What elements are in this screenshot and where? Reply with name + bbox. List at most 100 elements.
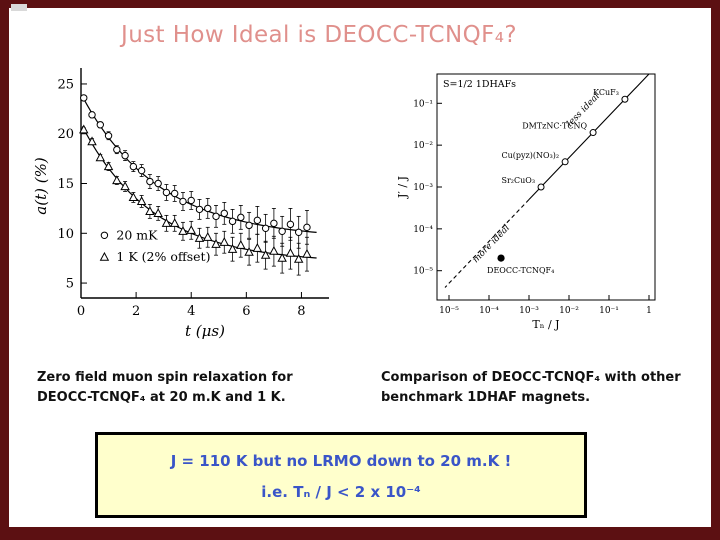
y-tick-label: 10⁻⁵ bbox=[413, 267, 433, 277]
data-point bbox=[194, 233, 205, 242]
y-tick-label: 5 bbox=[66, 277, 74, 292]
data-point bbox=[236, 239, 246, 249]
data-point bbox=[146, 177, 154, 186]
conclusion-line1: J = 110 K but no LRMO down to 20 m.K ! bbox=[170, 452, 512, 470]
conclusion-line2: i.e. Tₙ / J < 2 x 10⁻⁴ bbox=[261, 483, 421, 501]
y-tick-label: 10⁻³ bbox=[413, 183, 433, 193]
data-point bbox=[237, 213, 245, 222]
corner-mark bbox=[11, 4, 27, 11]
data-point bbox=[293, 253, 304, 263]
x-tick-label: 10⁻⁵ bbox=[439, 306, 459, 316]
data-point bbox=[112, 175, 122, 185]
data-point bbox=[260, 249, 271, 259]
muon-relaxation-figure: 5 10 15 20 25 0 2 4 6 8 t (μs) a(t) (%) 20 mK 1 K (2%… bbox=[31, 60, 347, 352]
data-point bbox=[219, 236, 230, 246]
data-point bbox=[270, 219, 278, 228]
y-axis-label: a(t) (%) bbox=[32, 157, 50, 215]
data-point bbox=[153, 208, 163, 217]
data-point bbox=[154, 179, 162, 188]
x-tick-label: 8 bbox=[297, 304, 305, 319]
data-point bbox=[113, 145, 121, 154]
benchmark-comparison-chart: 10⁻¹ 10⁻² 10⁻³ 10⁻⁴ 10⁻⁵ 10⁻⁵ 10⁻⁴ 10⁻³ 10⁻² 10⁻¹… bbox=[396, 73, 656, 331]
data-point bbox=[170, 189, 179, 198]
legend-label: 20 mK bbox=[116, 227, 158, 242]
material-point bbox=[561, 158, 569, 166]
material-label: DMTzNC·TCNQ bbox=[522, 122, 587, 131]
muon-relaxation-chart: 5 10 15 20 25 0 2 4 6 8 t (μs) a(t) (%) 20 mK 1 K (2%… bbox=[32, 68, 329, 340]
y-tick-label: 10 bbox=[57, 227, 74, 242]
y-axis-label: J′ / J bbox=[396, 176, 409, 199]
x-tick-label: 10⁻³ bbox=[519, 306, 539, 316]
diagonal-annotation: more ideal bbox=[471, 223, 512, 265]
data-point bbox=[162, 188, 171, 197]
data-point bbox=[212, 212, 220, 221]
y-tick-label: 25 bbox=[57, 77, 74, 92]
data-point bbox=[87, 136, 97, 146]
material-point-filled bbox=[497, 254, 505, 262]
legend-marker-triangle bbox=[99, 251, 110, 261]
data-point bbox=[286, 220, 295, 229]
data-point bbox=[252, 242, 263, 252]
data-point bbox=[169, 218, 180, 227]
data-point bbox=[88, 111, 96, 119]
x-tick-label: 10⁻² bbox=[559, 306, 579, 316]
data-point bbox=[178, 226, 188, 235]
material-label: Sr₂CuO₃ bbox=[501, 176, 535, 185]
data-point bbox=[95, 152, 106, 162]
data-point bbox=[179, 197, 187, 206]
plot-annotation-top: S=1/2 1DHAFs bbox=[443, 79, 516, 90]
caption-left: Zero field muon spin relaxation for DEOC… bbox=[37, 370, 293, 405]
data-point bbox=[294, 228, 303, 236]
data-point bbox=[80, 94, 88, 102]
data-point bbox=[121, 151, 129, 160]
x-tick-label: 1 bbox=[646, 306, 652, 316]
data-point bbox=[186, 225, 196, 234]
data-point bbox=[96, 121, 104, 129]
page-title: Just How Ideal is DEOCC-TCNQF₄? bbox=[121, 22, 517, 48]
trend-line-solid bbox=[528, 73, 650, 200]
data-point bbox=[278, 227, 286, 235]
data-point bbox=[203, 232, 213, 241]
data-point bbox=[285, 247, 296, 257]
data-point bbox=[187, 196, 195, 205]
legend-label: 1 K (2% offset) bbox=[116, 249, 210, 264]
y-tick-label: 10⁻⁴ bbox=[413, 225, 433, 235]
y-tick-label: 10⁻¹ bbox=[413, 99, 433, 109]
data-point bbox=[129, 162, 138, 171]
material-point bbox=[589, 129, 597, 137]
data-point bbox=[303, 223, 311, 232]
slide: Just How Ideal is DEOCC-TCNQF₄? 5 10 15 20 2… bbox=[9, 4, 711, 527]
data-point bbox=[220, 209, 228, 218]
data-point bbox=[302, 248, 312, 258]
data-point bbox=[137, 166, 146, 175]
material-point bbox=[537, 183, 545, 191]
data-point bbox=[227, 243, 238, 253]
x-tick-label: 2 bbox=[132, 304, 140, 319]
x-axis-label: Tₙ / J bbox=[532, 318, 559, 331]
data-point bbox=[128, 192, 139, 202]
x-tick-label: 4 bbox=[187, 304, 195, 319]
data-point bbox=[244, 246, 254, 256]
data-point bbox=[261, 224, 270, 233]
x-tick-label: 10⁻⁴ bbox=[479, 306, 499, 316]
data-point bbox=[253, 216, 262, 225]
material-label: DEOCC-TCNQF₄ bbox=[487, 266, 554, 275]
data-point bbox=[136, 196, 147, 206]
x-tick-label: 0 bbox=[77, 304, 85, 319]
trend-line-dashed bbox=[444, 199, 530, 288]
x-tick-label: 10⁻¹ bbox=[599, 306, 619, 316]
caption-right: Comparison of DEOCC-TCNQF₄ with other be… bbox=[381, 370, 681, 405]
x-axis-label: t (μs) bbox=[185, 322, 225, 340]
material-point bbox=[621, 95, 629, 103]
conclusion-box: J = 110 K but no LRMO down to 20 m.K ! i… bbox=[95, 432, 587, 518]
legend-marker-circle bbox=[100, 231, 109, 239]
data-point bbox=[269, 245, 279, 255]
data-point bbox=[103, 161, 114, 171]
y-tick-label: 20 bbox=[57, 127, 74, 142]
data-point bbox=[120, 181, 130, 191]
y-tick-label: 10⁻² bbox=[413, 141, 433, 151]
x-tick-label: 6 bbox=[242, 304, 250, 319]
data-point bbox=[161, 218, 172, 227]
benchmark-figure: 10⁻¹ 10⁻² 10⁻³ 10⁻⁴ 10⁻⁵ 10⁻⁵ 10⁻⁴ 10⁻³ 10⁻² 10⁻¹… bbox=[393, 64, 677, 358]
data-point bbox=[79, 124, 89, 134]
